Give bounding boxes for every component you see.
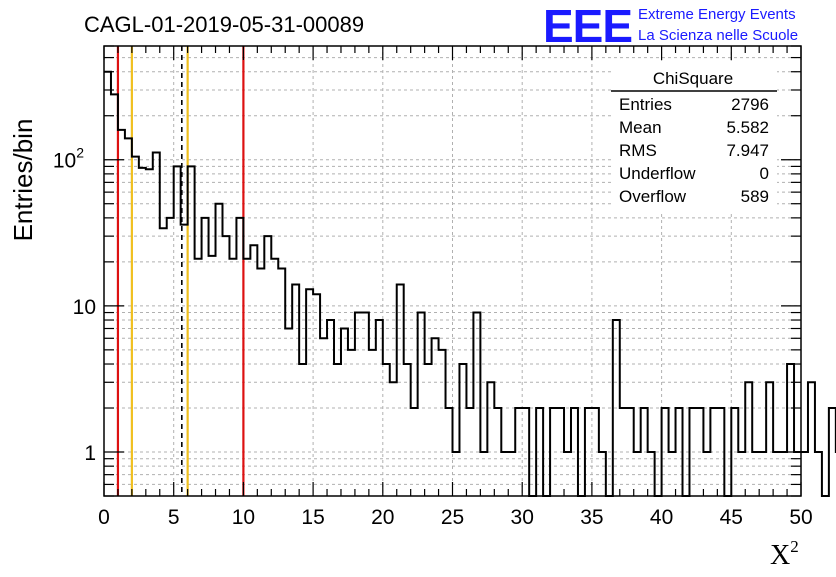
y-tick-label-sup: 2 bbox=[76, 145, 84, 161]
x-tick-label: 5 bbox=[168, 506, 180, 529]
chart-title: CAGL-01-2019-05-31-00089 bbox=[84, 12, 364, 37]
logo-mark: EEE bbox=[543, 0, 632, 52]
stats-label: RMS bbox=[619, 141, 657, 160]
stats-label: Overflow bbox=[619, 187, 687, 206]
y-tick-label: 10 bbox=[73, 296, 96, 319]
stats-value: 5.582 bbox=[726, 118, 769, 137]
y-tick-label: 102 bbox=[53, 145, 84, 173]
grid bbox=[104, 46, 801, 496]
x-tick-label: 40 bbox=[650, 506, 673, 529]
stats-label: Mean bbox=[619, 118, 662, 137]
x-tick-label: 30 bbox=[511, 506, 534, 529]
x-tick-label: 0 bbox=[98, 506, 110, 529]
stats-value: 7.947 bbox=[726, 141, 769, 160]
x-tick-label: 20 bbox=[371, 506, 394, 529]
histogram-steps bbox=[104, 70, 836, 497]
logo-line2: La Scienza nelle Scuole bbox=[638, 27, 798, 44]
x-tick-label: 50 bbox=[789, 506, 812, 529]
stats-value: 589 bbox=[741, 187, 769, 206]
reference-lines bbox=[116, 46, 245, 496]
x-axis: 0 5 10 15 20 25 30 35 40 45 50 bbox=[98, 46, 813, 529]
stats-value: 0 bbox=[760, 164, 769, 183]
x-tick-label: 35 bbox=[580, 506, 603, 529]
x-tick-label: 45 bbox=[720, 506, 743, 529]
stats-box: ChiSquare Entries 2796 Mean 5.582 RMS 7.947 Und… bbox=[611, 62, 777, 212]
stats-label: Entries bbox=[619, 95, 672, 114]
stats-value: 2796 bbox=[731, 95, 769, 114]
y-tick-label-base: 10 bbox=[53, 150, 76, 173]
x-axis-label: X2 bbox=[770, 537, 799, 571]
x-tick-label: 10 bbox=[232, 506, 255, 529]
x-tick-label: 25 bbox=[441, 506, 464, 529]
x-axis-label-base: X bbox=[770, 540, 790, 571]
y-axis-label: Entries/bin bbox=[8, 119, 38, 242]
logo-line1: Extreme Energy Events bbox=[638, 6, 796, 23]
y-tick-label: 1 bbox=[84, 442, 96, 465]
x-axis-label-sup: 2 bbox=[790, 537, 799, 556]
eee-logo: EEE Extreme Energy Events La Scienza nel… bbox=[543, 0, 798, 52]
x-tick-label: 15 bbox=[301, 506, 324, 529]
stats-box-bg bbox=[611, 62, 777, 212]
stats-title: ChiSquare bbox=[653, 69, 733, 88]
stats-label: Underflow bbox=[619, 164, 696, 183]
